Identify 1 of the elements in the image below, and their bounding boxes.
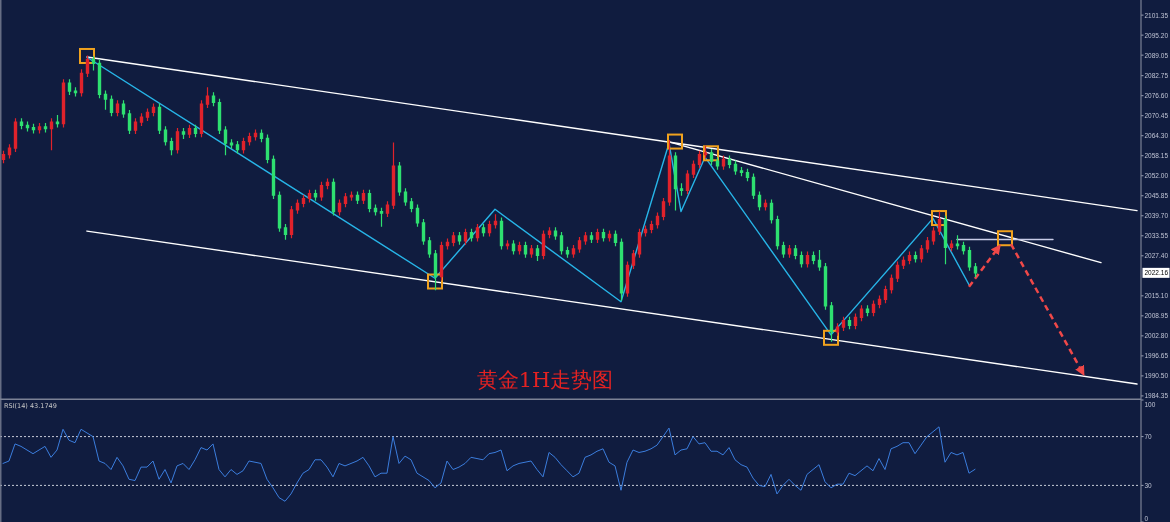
text: 黄金1H走势图 bbox=[476, 368, 614, 392]
